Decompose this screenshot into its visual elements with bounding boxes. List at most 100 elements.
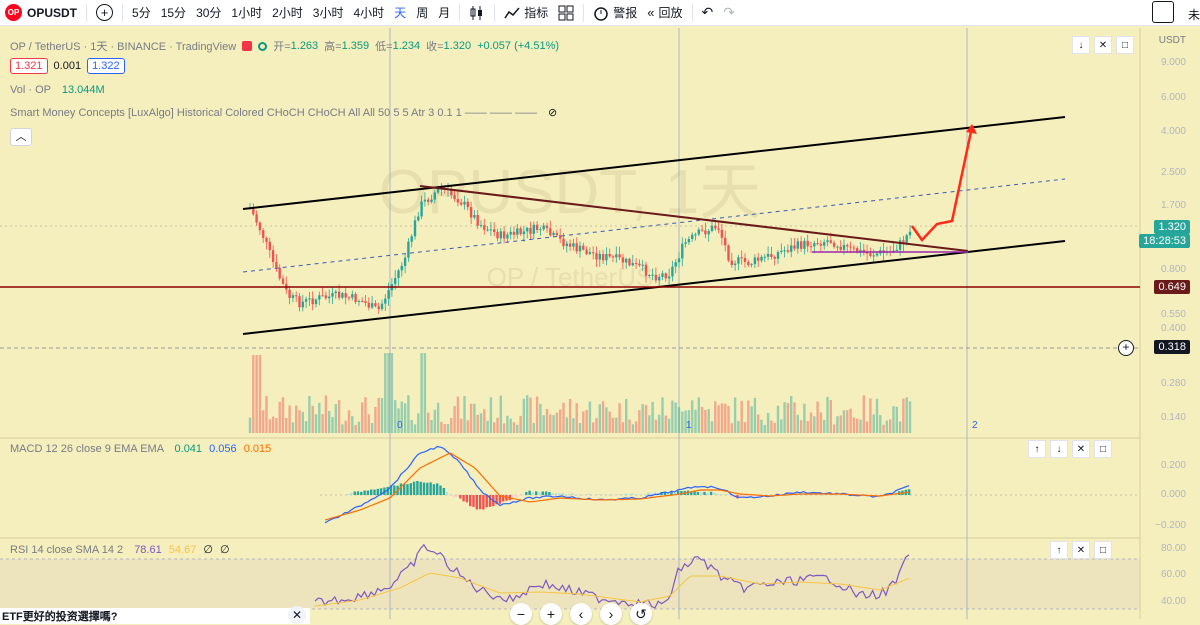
volume-bar <box>678 407 680 433</box>
move-up-icon[interactable]: ↑ <box>1028 440 1046 458</box>
volume-bar <box>529 398 531 433</box>
macd-histogram-bar <box>700 492 702 495</box>
symbol-search[interactable]: OP OPUSDT <box>0 0 82 26</box>
candle-body <box>312 298 314 304</box>
volume-bar <box>533 423 535 433</box>
scroll-left-button[interactable]: ‹ <box>570 603 592 625</box>
candle-body <box>374 303 376 306</box>
replay-button[interactable]: « 回放 <box>642 0 687 26</box>
candle-body <box>691 235 693 239</box>
popup-close-icon[interactable]: ✕ <box>288 606 306 624</box>
zoom-out-button[interactable]: − <box>510 603 532 625</box>
current-price-tag: 1.320 <box>1154 220 1190 234</box>
volume-bar <box>869 398 871 433</box>
timeframe-1d[interactable]: 天 <box>389 0 411 26</box>
news-popup[interactable]: ETF更好的投资選擇嗎? <box>0 608 310 624</box>
volume-bar <box>411 420 413 433</box>
volume-bar <box>371 423 373 433</box>
reset-chart-button[interactable]: ↺ <box>630 603 652 625</box>
chart-area[interactable]: OPUSDT, 1天 OP / TetherUS <box>0 28 1200 619</box>
buy-price-button[interactable]: 1.322 <box>87 58 125 74</box>
sell-price-button[interactable]: 1.321 <box>10 58 48 74</box>
volume-bar <box>427 412 429 433</box>
timeframe-1w[interactable]: 周 <box>411 0 433 26</box>
timeframe-15m[interactable]: 15分 <box>156 0 191 26</box>
collapse-legend-button[interactable]: ︿ <box>10 128 32 146</box>
volume-bar <box>569 399 571 433</box>
volume-bar <box>698 397 700 433</box>
volume-bar <box>747 401 749 433</box>
candle-body <box>714 226 716 229</box>
timeframe-3h[interactable]: 3小时 <box>308 0 349 26</box>
maximize-pane-icon[interactable]: □ <box>1116 36 1134 54</box>
macd-histogram-bar <box>515 495 517 498</box>
rsi-legend: RSI 14 close SMA 14 2 78.61 54.67 ∅ ∅ <box>10 543 230 556</box>
undo-button[interactable]: ↶ <box>697 0 719 26</box>
move-down-icon[interactable]: ↓ <box>1072 36 1090 54</box>
low-label: 低= <box>375 38 392 54</box>
macd-histogram-bar <box>347 494 349 495</box>
macd-histogram-bar <box>627 494 629 495</box>
volume-bar <box>882 425 884 433</box>
timeframe-1h[interactable]: 1小时 <box>226 0 267 26</box>
layouts-button[interactable] <box>553 0 579 26</box>
currency-label[interactable]: USDT <box>1159 35 1186 46</box>
rsi-label: RSI 14 close SMA 14 2 <box>10 544 123 556</box>
add-symbol-button[interactable]: + <box>91 0 118 26</box>
macd-histogram-bar <box>512 495 514 498</box>
scroll-right-button[interactable]: › <box>600 603 622 625</box>
macd-histogram-bar <box>476 495 478 509</box>
volume-bar <box>813 416 815 433</box>
candle-body <box>288 290 290 298</box>
collapse-pane-icon[interactable]: ✕ <box>1072 440 1090 458</box>
candle-body <box>265 238 267 242</box>
volume-bar <box>642 404 644 433</box>
move-down-icon[interactable]: ↓ <box>1050 440 1068 458</box>
timeframe-4h[interactable]: 4小时 <box>348 0 389 26</box>
volume-bar <box>285 418 287 433</box>
macd-histogram-bar <box>726 494 728 495</box>
candle-body <box>477 215 479 226</box>
macd-histogram-bar <box>453 495 455 497</box>
add-alert-plus-icon[interactable]: + <box>1118 340 1134 356</box>
time-mark-1: 1 <box>686 420 692 431</box>
eye-hidden-icon[interactable]: ⊘ <box>548 107 557 119</box>
candle-body <box>876 254 878 256</box>
volume-bar <box>731 423 733 433</box>
candle-body <box>717 228 719 229</box>
volume-bar <box>543 415 545 433</box>
countdown-tag: 18:28:53 <box>1139 234 1190 248</box>
timeframe-2h[interactable]: 2小时 <box>267 0 308 26</box>
volume-bar <box>265 396 267 433</box>
candle-body <box>595 253 597 259</box>
volume-bar <box>490 397 492 433</box>
maximize-pane-icon[interactable]: □ <box>1094 541 1112 559</box>
layout-box-icon[interactable] <box>1152 1 1174 23</box>
timeframe-30m[interactable]: 30分 <box>191 0 226 26</box>
macd-histogram-bar <box>423 483 425 495</box>
maximize-pane-icon[interactable]: □ <box>1094 440 1112 458</box>
volume-bar <box>892 406 894 433</box>
macd-histogram-bar <box>377 489 379 495</box>
macd-histogram-bar <box>565 494 567 495</box>
macd-histogram-bar <box>631 493 633 495</box>
macd-histogram-bar <box>710 492 712 495</box>
bid-ask-row: 1.321 0.001 1.322 <box>10 58 125 74</box>
alert-button[interactable]: 警报 <box>588 0 642 26</box>
macd-histogram-bar <box>486 495 488 507</box>
move-up-icon[interactable]: ↑ <box>1050 541 1068 559</box>
timeframe-1m[interactable]: 月 <box>433 0 455 26</box>
chart-type-button[interactable] <box>464 0 490 26</box>
collapse-pane-icon[interactable]: ✕ <box>1094 36 1112 54</box>
collapse-pane-icon[interactable]: ✕ <box>1072 541 1090 559</box>
indicators-button[interactable]: 指标 <box>499 0 553 26</box>
volume-bar <box>754 398 756 433</box>
volume-bar <box>820 412 822 433</box>
divider <box>459 4 460 22</box>
candle-body <box>272 250 274 262</box>
zoom-in-button[interactable]: + <box>540 603 562 625</box>
volume-bar <box>358 422 360 433</box>
redo-button[interactable]: ↷ <box>718 0 740 26</box>
candle-body <box>420 201 422 216</box>
timeframe-5m[interactable]: 5分 <box>127 0 156 26</box>
